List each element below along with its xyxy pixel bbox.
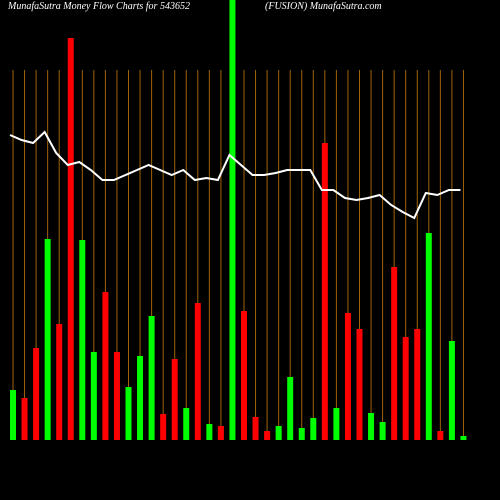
bar <box>160 414 167 440</box>
chart-title: MunafaSutra Money Flow Charts for 543652 <box>7 1 190 12</box>
bar <box>90 352 97 440</box>
bar <box>275 426 282 440</box>
bar <box>10 390 16 440</box>
bar <box>321 143 328 440</box>
bar <box>310 418 317 440</box>
bar <box>113 352 120 440</box>
bar <box>171 359 178 440</box>
bar <box>241 311 247 440</box>
bar <box>368 413 375 440</box>
bar <box>414 329 421 440</box>
lines <box>9 130 461 220</box>
bar <box>298 428 305 440</box>
bar <box>333 408 340 440</box>
bar <box>252 417 259 440</box>
bar <box>21 398 28 440</box>
bar <box>102 292 109 440</box>
bar <box>148 316 155 440</box>
bar <box>437 431 444 440</box>
bar <box>33 348 40 440</box>
money-flow-line <box>9 130 461 220</box>
bar <box>402 337 409 440</box>
bar <box>344 313 351 440</box>
bar <box>379 422 386 440</box>
bar <box>287 377 294 440</box>
bar <box>217 426 224 440</box>
bar <box>391 267 398 440</box>
bar <box>137 356 144 440</box>
bar <box>425 233 432 440</box>
bar <box>194 303 201 440</box>
bar <box>356 329 363 440</box>
bar <box>183 408 190 440</box>
bar <box>264 431 271 440</box>
bars <box>10 0 467 440</box>
bar <box>206 424 213 440</box>
bar <box>460 436 467 440</box>
bar <box>44 239 51 440</box>
chart-subtitle: (FUSION) MunafaSutra.com <box>265 1 382 12</box>
bar <box>229 0 236 440</box>
bar <box>125 387 132 440</box>
bar <box>56 324 63 440</box>
bar <box>79 240 86 440</box>
bar <box>67 38 74 440</box>
bar <box>448 341 455 440</box>
